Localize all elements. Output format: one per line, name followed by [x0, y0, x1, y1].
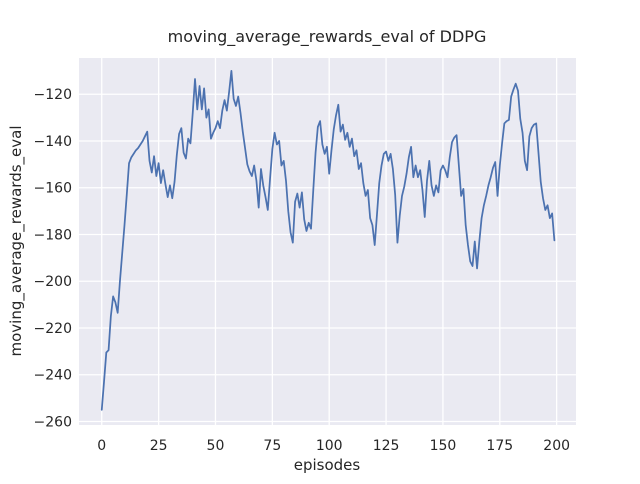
x-tick-200: 200 [543, 438, 570, 454]
chart-title: moving_average_rewards_eval of DDPG [168, 27, 487, 47]
x-tick-50: 50 [207, 438, 225, 454]
gridlines [79, 58, 576, 425]
x-tick-100: 100 [316, 438, 343, 454]
y-tick--220: −220 [34, 321, 72, 337]
series-line-ddpg [100, 69, 556, 411]
x-tick-labels: 0 25 50 75 100 125 150 175 200 [97, 438, 570, 454]
x-tick-175: 175 [486, 438, 513, 454]
y-tick--140: −140 [34, 134, 72, 150]
x-tick-0: 0 [97, 438, 106, 454]
y-tick--180: −180 [34, 227, 72, 243]
y-tick-labels: −120 −140 −160 −180 −200 −220 −240 −260 [34, 87, 72, 430]
y-tick--260: −260 [34, 414, 72, 430]
y-tick--240: −240 [34, 368, 72, 384]
x-axis-label: episodes [294, 456, 361, 474]
y-axis-label: moving_average_rewards_eval [7, 126, 26, 357]
x-tick-25: 25 [150, 438, 168, 454]
plot-area [79, 58, 576, 425]
x-tick-75: 75 [263, 438, 281, 454]
y-tick--200: −200 [34, 274, 72, 290]
x-tick-125: 125 [373, 438, 400, 454]
y-tick--120: −120 [34, 87, 72, 103]
y-tick--160: −160 [34, 181, 72, 197]
x-tick-150: 150 [430, 438, 457, 454]
